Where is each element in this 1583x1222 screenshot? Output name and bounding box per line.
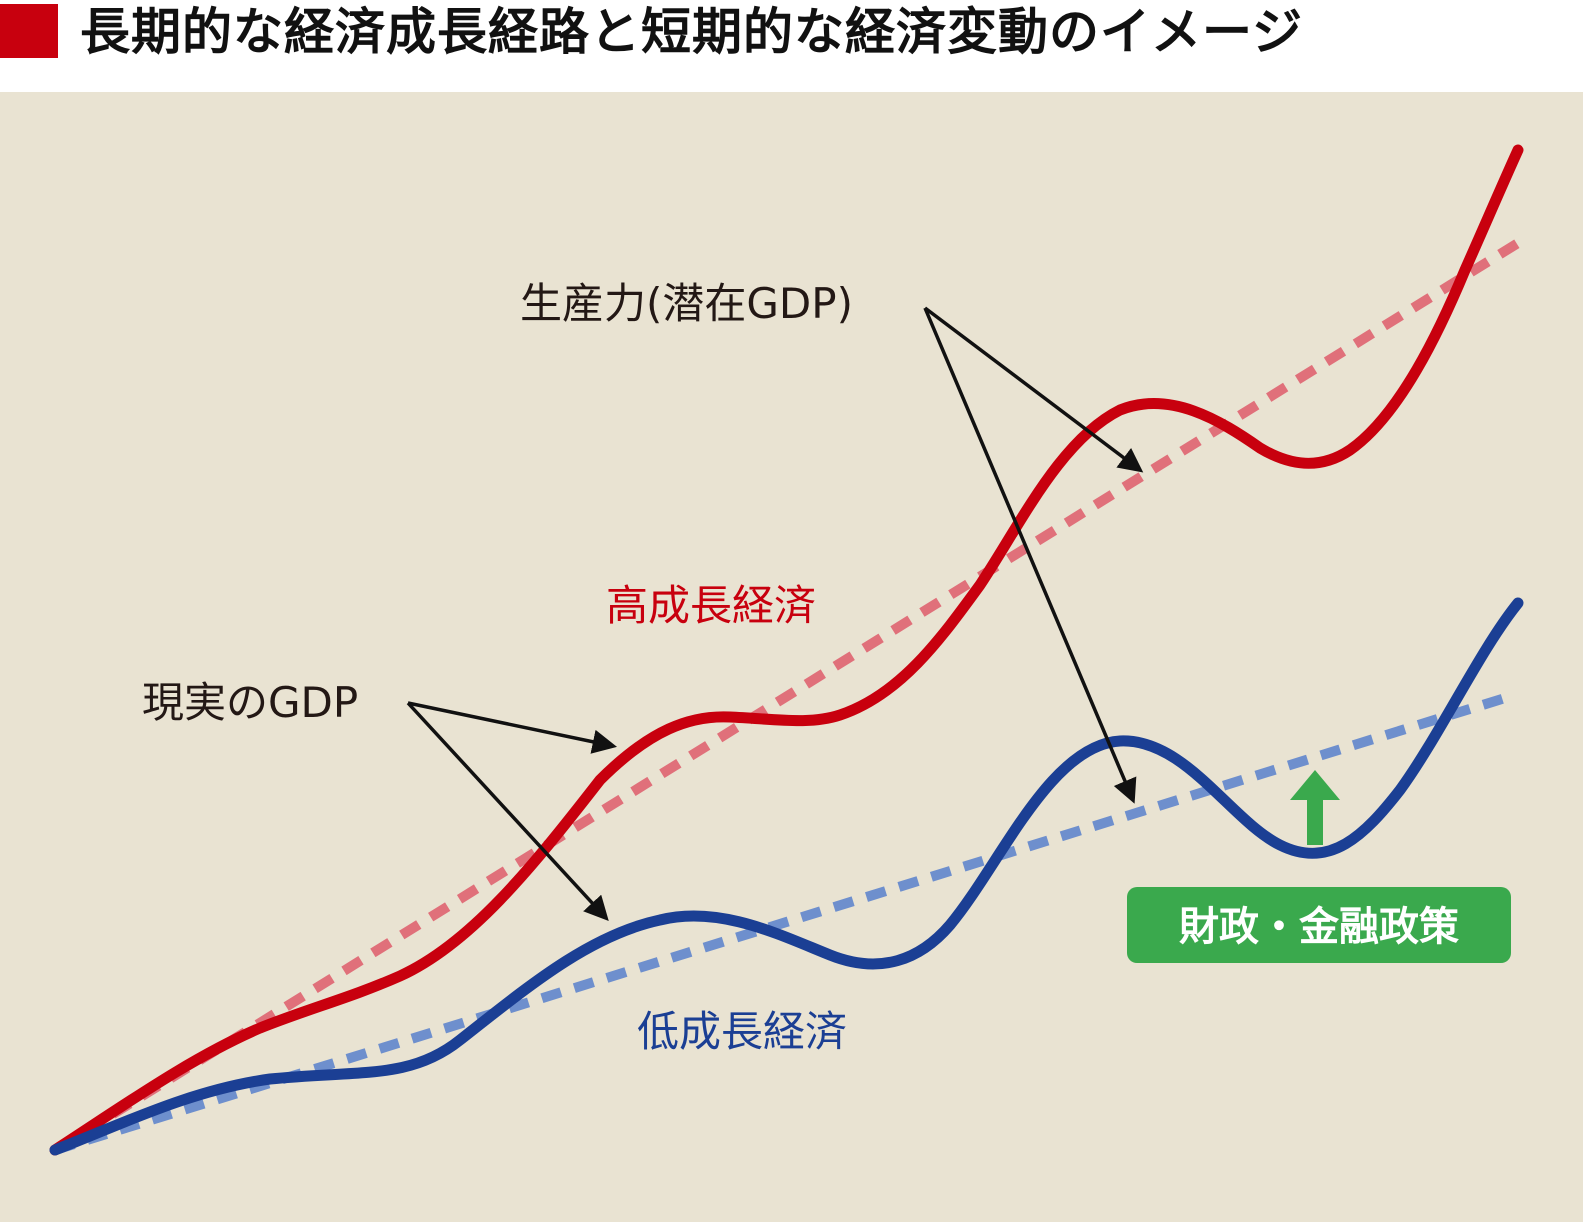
title-accent-bar	[0, 4, 58, 58]
potential-gdp-arrow-high	[923, 306, 1144, 473]
high-growth-trend-line	[52, 238, 1521, 1155]
potential-gdp-label: 生産力(潜在GDP)	[520, 279, 853, 328]
high-growth-label: 高成長経済	[606, 581, 816, 630]
low-growth-actual-curve	[49, 597, 1524, 1156]
actual-gdp-arrow-low	[406, 701, 609, 922]
actual-gdp-label: 現実のGDP	[142, 678, 358, 727]
diagram-panel	[0, 92, 1583, 1222]
high-growth-actual-curve	[49, 144, 1524, 1156]
potential-gdp-arrow-low	[923, 307, 1137, 804]
policy-up-arrow	[1290, 770, 1340, 845]
actual-gdp-arrow-high	[407, 701, 617, 754]
policy-label: 財政・金融政策	[1179, 904, 1459, 950]
header: 長期的な経済成長経路と短期的な経済変動のイメージ	[0, 0, 1583, 92]
low-growth-label: 低成長経済	[637, 1007, 847, 1056]
page-title: 長期的な経済成長経路と短期的な経済変動のイメージ	[80, 3, 1303, 61]
policy-badge	[1127, 887, 1511, 963]
